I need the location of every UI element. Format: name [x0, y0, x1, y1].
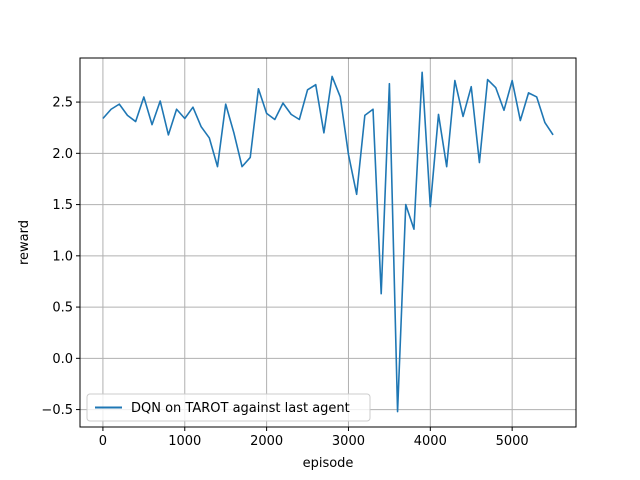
y-tick-label: 2.5: [52, 96, 73, 111]
y-tick-label: 1.0: [52, 249, 73, 264]
plot-frame: [79, 57, 577, 428]
y-tick-label: −0.5: [41, 403, 73, 418]
y-ticks: −0.5 0.0 0.5 1.0 1.5 2.0 2.5: [41, 96, 80, 418]
y-axis-label: reward: [17, 220, 32, 265]
series-line: [102, 71, 554, 413]
y-tick-label: 1.5: [52, 198, 73, 213]
y-tick-label: 2.0: [52, 147, 73, 162]
legend: DQN on TAROT against last agent: [86, 393, 371, 422]
x-tick-label: 0: [99, 434, 107, 449]
y-gridlines: [80, 101, 576, 411]
x-tick-label: 2000: [250, 434, 283, 449]
x-ticks: 0 1000 2000 3000 4000 5000: [99, 427, 529, 449]
y-tick-label: 0.0: [52, 352, 73, 367]
x-gridlines: [102, 58, 513, 427]
x-tick-label: 3000: [332, 434, 365, 449]
x-axis-label: episode: [303, 456, 354, 471]
legend-box: [86, 393, 371, 422]
x-tick-label: 1000: [168, 434, 201, 449]
series-layer: [102, 71, 554, 413]
legend-label: DQN on TAROT against last agent: [131, 401, 350, 416]
x-tick-label: 4000: [414, 434, 447, 449]
y-tick-label: 0.5: [52, 301, 73, 316]
x-tick-label: 5000: [496, 434, 529, 449]
